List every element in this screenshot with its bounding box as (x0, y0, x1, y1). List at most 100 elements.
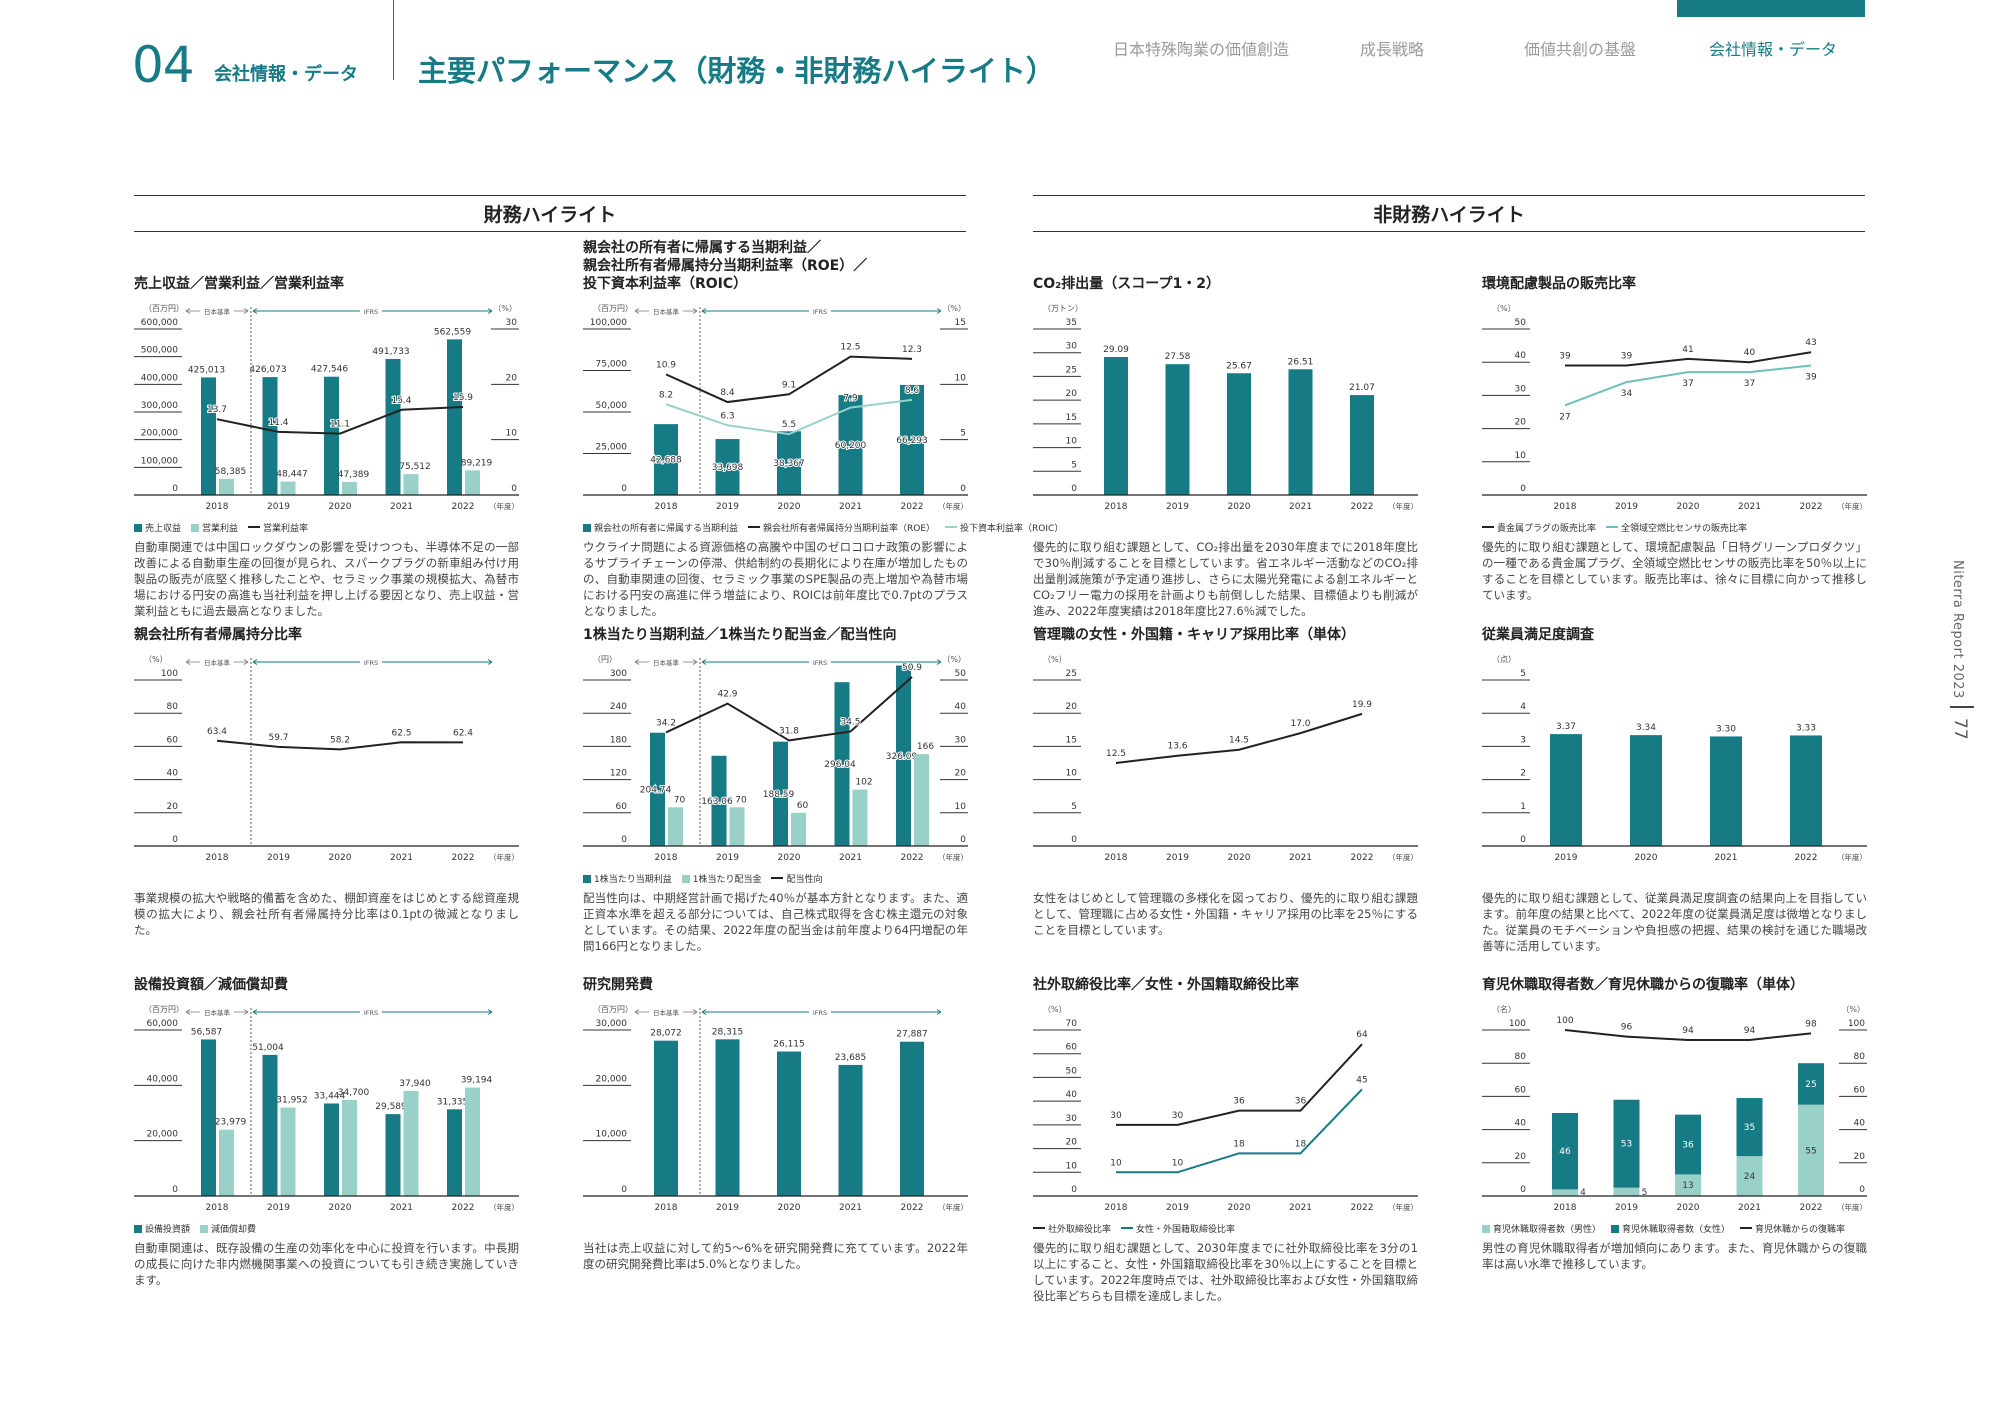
bar-segment (1613, 1187, 1640, 1196)
side-divider (1950, 706, 1974, 708)
nav-item-growth-strategy[interactable]: 成長戦略 (1360, 40, 1425, 59)
chart-plot: （%） 0 5 10 15 20 25 12.5 13.6 14.5 17.0 19.9 2018 201… (1033, 655, 1418, 863)
legend-item: 1株当たり当期利益 (583, 872, 672, 885)
legend-label: 配当性向 (786, 875, 823, 885)
bar-value-label: 55 (1805, 1146, 1816, 1156)
page-number: 77 (1950, 718, 1970, 740)
x-tick-label: 2018 (206, 853, 229, 863)
chart-plot: （百万円） 0 10,000 20,000 30,000 日本基準 IFRS 28,072 28… (583, 1005, 968, 1213)
left-tick-label: 20 (1515, 1152, 1527, 1162)
chart-title: 設備投資額／減価償却費 (134, 977, 288, 993)
line-value-label: 19.9 (1352, 700, 1372, 710)
left-axis-unit: （%） (1043, 1005, 1067, 1014)
ifrs-label: IFRS (813, 1009, 827, 1017)
left-tick-label: 0 (172, 484, 178, 494)
left-tick-label: 10 (1515, 451, 1527, 461)
chart-description: 自動車関連では中国ロックダウンの影響を受けつつも、半導体不足の一部改善による自動… (134, 540, 519, 618)
bar (791, 812, 806, 846)
legend-line-icon (748, 526, 761, 528)
bar-value-label: 38,367 (773, 459, 805, 469)
legend-item: 育児休職取得者数（男性） (1482, 1222, 1601, 1235)
bar-value-label: 25 (1805, 1080, 1816, 1090)
right-tick-label: 30 (955, 735, 967, 745)
left-tick-label: 240 (610, 702, 627, 712)
year-unit-label: （年度） (489, 1202, 519, 1212)
legend-swatch-icon (681, 875, 690, 883)
right-tick-label: 50 (955, 669, 967, 679)
right-tick-label: 5 (960, 429, 966, 439)
section-header-non-financial: 非財務ハイライト (1033, 195, 1865, 232)
bar-value-label: 31,335 (437, 1097, 469, 1107)
left-tick-label: 60 (1515, 1085, 1527, 1095)
left-axis-unit: （円） (593, 655, 617, 664)
year-unit-label: （年度） (938, 1202, 968, 1212)
nav-item-corporate-data[interactable]: 会社情報・データ (1709, 40, 1838, 59)
left-tick-label: 120 (610, 769, 627, 779)
legend-label: 設備投資額 (145, 1225, 191, 1235)
year-unit-label: （年度） (489, 501, 519, 511)
series-line (1564, 364, 1812, 407)
bar-value-label: 5 (1642, 1188, 1648, 1198)
left-tick-label: 10 (1066, 437, 1078, 447)
left-tick-label: 15 (1066, 413, 1077, 423)
chart-legend: 育児休職取得者数（男性） 育児休職取得者数（女性） 育児休職からの復職率 (1482, 1222, 1845, 1235)
chart-title: 親会社の所有者に帰属する当期利益／ 親会社所有者帰属持分当期利益率（ROE）／ … (583, 240, 868, 292)
bar (1710, 736, 1742, 846)
bar-value-label: 163.06 (701, 797, 733, 807)
left-tick-label: 0 (1520, 1185, 1526, 1195)
nav-item-value-creation[interactable]: 日本特殊陶業の価値創造 (1113, 40, 1290, 59)
equity-ratio-chart: 親会社所有者帰属持分比率 （%） 0 20 40 60 80 100 日本基準 IFRS 63.4… (134, 626, 519, 986)
left-tick-label: 10,000 (596, 1130, 628, 1140)
x-tick-label: 2021 (390, 853, 413, 863)
chart-plot: （点） 0 1 2 3 4 5 3.37 3.34 3.30 3.33 2019 2020 2021 202… (1482, 655, 1867, 863)
line-value-label: 12.5 (1106, 749, 1126, 759)
bar-value-label: 491,733 (372, 347, 409, 357)
bar (385, 1114, 401, 1196)
left-axis-unit: （百万円） (144, 304, 184, 313)
x-tick-label: 2022 (1800, 1203, 1823, 1213)
line-value-label: 11.4 (268, 418, 288, 428)
legend-line-icon (771, 877, 784, 879)
bar-value-label: 3.30 (1716, 724, 1736, 734)
bar-value-label: 47,389 (338, 470, 370, 480)
nav-item-foundation[interactable]: 価値共創の基盤 (1524, 40, 1637, 59)
bar (1790, 735, 1822, 846)
eps-dividend-chart: 1株当たり当期利益／1株当たり配当金／配当性向 （円） （%） 0 60 120 180 2… (583, 626, 968, 986)
bar-value-label: 28,072 (650, 1029, 682, 1039)
line-value-label: 10 (1110, 1158, 1122, 1168)
line-value-label: 98 (1805, 1019, 1817, 1029)
bar (262, 377, 278, 495)
line-value-label: 34 (1621, 389, 1633, 399)
chart-plot: （百万円） 0 20,000 40,000 60,000 日本基準 IFRS 56,587 51… (134, 1005, 519, 1213)
jgaap-label: 日本基準 (204, 658, 231, 667)
series-line (216, 739, 464, 751)
x-tick-label: 2022 (1351, 502, 1374, 512)
bar (715, 439, 740, 495)
accounting-standard-indicator: 日本基準 IFRS (185, 657, 493, 846)
bar-value-label: 46 (1559, 1147, 1571, 1157)
x-tick-label: 2018 (655, 853, 678, 863)
legend-swatch-icon (134, 524, 142, 532)
bar-value-label: 326.09 (886, 752, 918, 762)
bar-value-label: 28,315 (712, 1027, 744, 1037)
bar (654, 424, 678, 495)
chart-plot: （百万円） （%） 0 100,000 200,000 300,000 400,000 500… (134, 304, 519, 512)
left-tick-label: 70 (1066, 1019, 1078, 1029)
x-tick-label: 2022 (452, 1203, 475, 1213)
legend-label: 売上収益 (145, 524, 182, 534)
left-tick-label: 0 (1520, 484, 1526, 494)
right-tick-label: 20 (506, 373, 518, 383)
left-tick-label: 1 (1520, 802, 1526, 812)
legend-label: 女性・外国籍取締役比率 (1136, 1225, 1236, 1235)
x-tick-label: 2020 (329, 1203, 352, 1213)
legend-item: 投下資本利益率（ROIC） (945, 521, 1063, 534)
bar-value-label: 188.59 (763, 790, 795, 800)
right-tick-label: 80 (1854, 1052, 1866, 1062)
chart-description: 優先的に取り組む課題として、2030年度までに社外取締役比率を3分の1以上にする… (1033, 1241, 1418, 1303)
series-line (1564, 1029, 1812, 1041)
left-tick-label: 75,000 (596, 360, 628, 370)
childcare-leave-chart: 育児休職取得者数／育児休職からの復職率（単体） （名） （%） 0 20 40 60 80 1… (1482, 976, 1867, 1336)
legend-swatch-icon (200, 1225, 209, 1233)
line-value-label: 43 (1805, 338, 1816, 348)
x-tick-label: 2021 (1289, 1203, 1312, 1213)
